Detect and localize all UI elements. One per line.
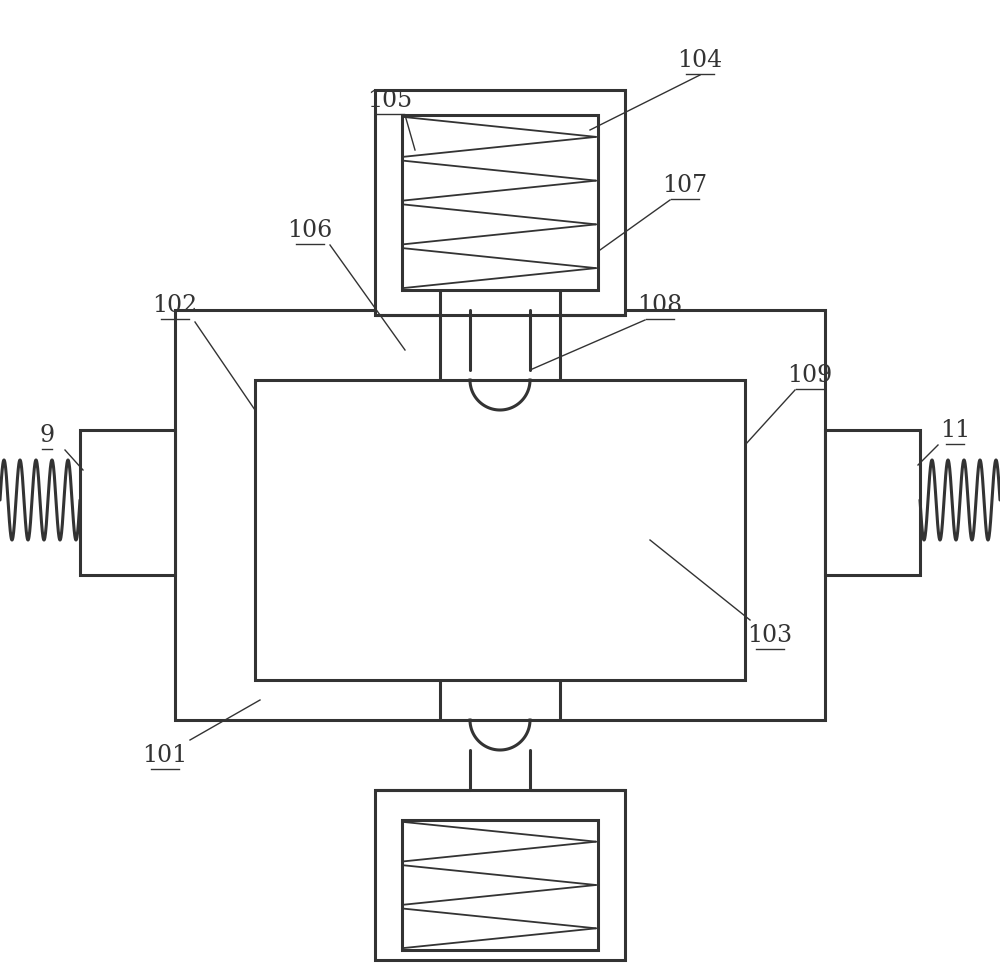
Text: 9: 9 (39, 423, 55, 446)
Bar (80, 430, 175, 575)
Bar (375, 90, 625, 315)
Text: 101: 101 (142, 744, 188, 766)
Text: 105: 105 (367, 89, 413, 111)
Text: 104: 104 (677, 48, 723, 71)
Bar (375, 790, 625, 960)
Bar (825, 430, 920, 575)
Text: 102: 102 (152, 294, 198, 317)
Text: 106: 106 (287, 218, 333, 242)
Bar (402, 115, 598, 290)
Bar (255, 380, 745, 680)
Text: 11: 11 (940, 418, 970, 441)
Text: 103: 103 (747, 623, 793, 646)
Bar (175, 310, 825, 720)
Text: 107: 107 (662, 174, 708, 196)
Text: 109: 109 (787, 363, 833, 386)
Bar (402, 820, 598, 950)
Text: 108: 108 (637, 294, 683, 317)
